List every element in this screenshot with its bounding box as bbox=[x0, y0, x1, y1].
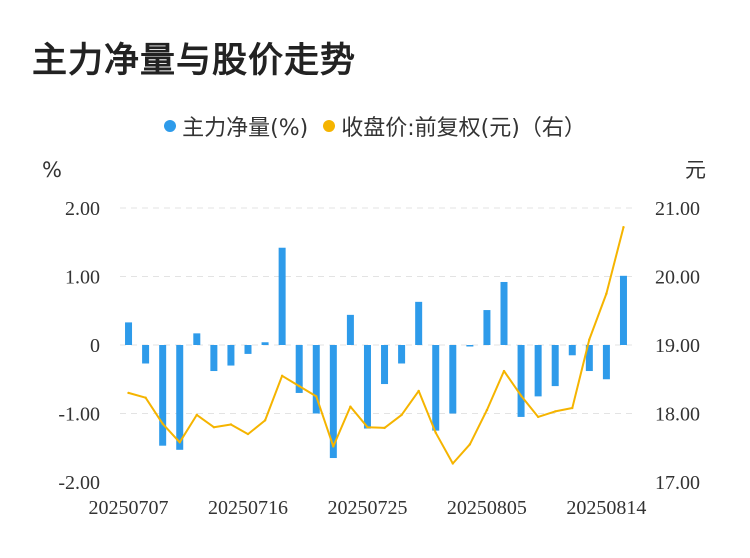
close-price-point bbox=[434, 431, 437, 434]
close-price-point bbox=[571, 406, 574, 410]
net-volume-bar bbox=[398, 345, 406, 364]
left-axis-tick-label: 0 bbox=[90, 335, 100, 357]
net-volume-bar bbox=[466, 345, 474, 347]
legend-item-net-volume[interactable]: 主力净量(%) bbox=[164, 110, 308, 142]
net-volume-bar bbox=[381, 345, 389, 385]
close-price-point bbox=[315, 395, 318, 398]
net-volume-bar bbox=[602, 345, 610, 380]
legend-item-close-price[interactable]: 收盘价:前复权(元)（右） bbox=[323, 110, 586, 142]
net-volume-bar bbox=[517, 345, 525, 417]
net-volume-bar bbox=[261, 342, 269, 345]
net-volume-bar bbox=[227, 345, 235, 366]
close-price-point bbox=[588, 338, 591, 341]
legend-swatch-net-volume bbox=[164, 120, 177, 132]
net-volume-bar bbox=[585, 345, 593, 372]
right-axis-tick-label: 17.00 bbox=[655, 472, 700, 494]
close-price-point bbox=[298, 384, 301, 388]
net-volume-bar bbox=[568, 345, 576, 356]
net-volume-bar bbox=[432, 345, 440, 431]
legend-swatch-close-price bbox=[323, 120, 336, 132]
close-price-point bbox=[451, 462, 454, 465]
close-price-point bbox=[246, 432, 250, 436]
net-volume-bar bbox=[210, 345, 218, 372]
net-volume-bar bbox=[159, 345, 167, 446]
left-axis-tick-label: -2.00 bbox=[58, 472, 100, 494]
net-volume-bar bbox=[415, 301, 423, 345]
close-price-point bbox=[280, 374, 284, 378]
close-price-point bbox=[332, 445, 335, 448]
right-axis-tick-label: 21.00 bbox=[655, 198, 700, 220]
net-volume-bar bbox=[449, 345, 457, 414]
net-volume-bar bbox=[500, 281, 508, 345]
close-price-point bbox=[400, 413, 403, 417]
net-volume-bar bbox=[142, 345, 150, 364]
close-price-point bbox=[144, 396, 147, 399]
close-price-point bbox=[519, 394, 523, 397]
net-volume-bar bbox=[551, 345, 559, 387]
net-volume-bar bbox=[483, 310, 491, 345]
close-price-point bbox=[127, 391, 130, 395]
x-axis-tick-label: 20250707 bbox=[89, 497, 169, 519]
close-price-point bbox=[178, 441, 181, 444]
left-axis-tick-label: 1.00 bbox=[65, 267, 100, 289]
net-volume-bar bbox=[346, 314, 354, 345]
close-price-point bbox=[554, 410, 557, 413]
x-axis-tick-label: 20250814 bbox=[566, 497, 646, 519]
close-price-point bbox=[485, 408, 489, 412]
net-volume-bar bbox=[278, 247, 286, 345]
net-volume-bar bbox=[329, 345, 337, 459]
close-price-point bbox=[536, 415, 540, 419]
legend-label-close-price: 收盘价:前复权(元)（右） bbox=[341, 116, 586, 141]
right-axis-tick-label: 19.00 bbox=[655, 335, 700, 357]
left-axis-unit: % bbox=[42, 158, 62, 182]
chart-title: 主力净量与股价走势 bbox=[32, 41, 357, 81]
net-volume-bar bbox=[176, 345, 184, 450]
close-price-point bbox=[263, 419, 267, 422]
net-volume-bar bbox=[619, 275, 627, 345]
net-volume-bar bbox=[244, 345, 252, 354]
right-axis-tick-label: 20.00 bbox=[655, 267, 700, 289]
close-price-point bbox=[161, 422, 164, 425]
net-volume-bar bbox=[312, 345, 320, 414]
x-axis-tick-label: 20250725 bbox=[327, 497, 407, 519]
net-volume-bar bbox=[295, 345, 303, 393]
legend-label-net-volume: 主力净量(%) bbox=[182, 116, 309, 141]
close-price-point bbox=[383, 426, 386, 430]
right-axis-unit: 元 bbox=[685, 158, 706, 182]
close-price-point bbox=[622, 225, 625, 229]
close-price-point bbox=[468, 443, 472, 446]
close-price-point bbox=[366, 426, 369, 429]
net-volume-bar bbox=[125, 322, 133, 345]
right-axis-tick-label: 18.00 bbox=[655, 404, 700, 426]
left-axis-tick-label: -1.00 bbox=[58, 404, 100, 426]
net-volume-bar bbox=[193, 333, 201, 345]
close-price-point bbox=[212, 426, 216, 429]
chart-legend: 主力净量(%) 收盘价:前复权(元)（右） bbox=[0, 110, 750, 142]
close-price-point bbox=[502, 369, 506, 373]
close-price-point bbox=[349, 405, 352, 408]
x-axis-tick-label: 20250716 bbox=[208, 497, 288, 519]
close-price-line bbox=[128, 226, 625, 465]
left-axis-tick-label: 2.00 bbox=[65, 198, 100, 220]
close-price-point bbox=[605, 292, 608, 295]
x-axis-tick-label: 20250805 bbox=[447, 497, 527, 519]
close-price-point bbox=[195, 413, 198, 417]
close-price-point bbox=[417, 389, 420, 393]
net-volume-bar bbox=[534, 345, 542, 397]
close-price-point bbox=[229, 423, 233, 426]
net-volume-bar bbox=[363, 345, 371, 429]
